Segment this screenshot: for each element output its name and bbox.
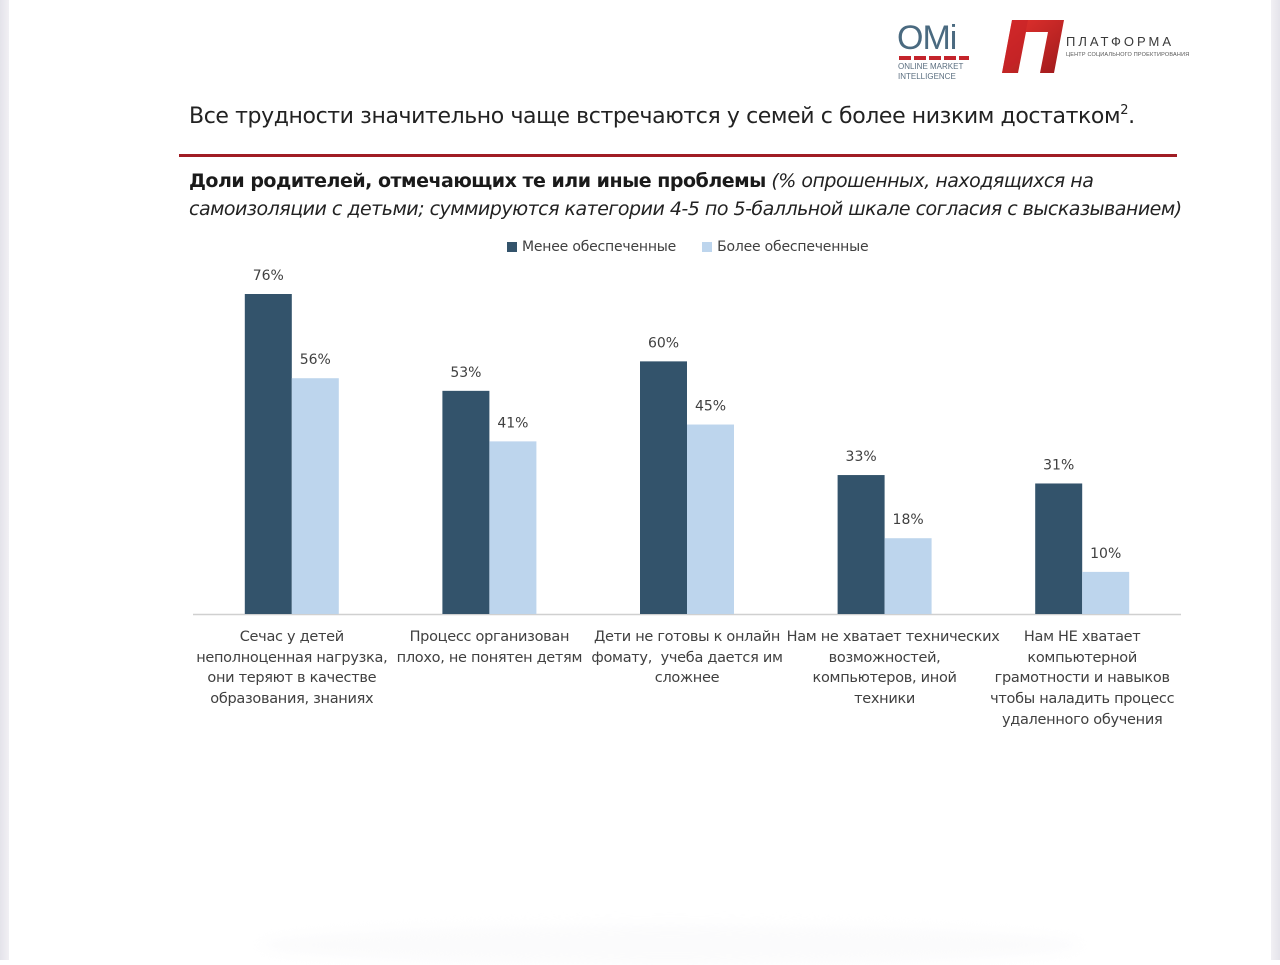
data-label: 56% — [300, 352, 331, 368]
category-label-line: грамотности и навыков — [994, 670, 1170, 687]
page-shadow — [260, 925, 1080, 965]
platforma-mark-icon — [1002, 20, 1064, 73]
data-label: 53% — [450, 365, 481, 381]
headline-text: Все трудности значительно чаще встречают… — [189, 104, 1121, 129]
data-label: 10% — [1090, 546, 1121, 562]
category-label: Сечас у детей неполноценная нагрузка, они … — [194, 627, 390, 710]
page-headline: Все трудности значительно чаще встречают… — [189, 103, 1135, 129]
data-label: 76% — [253, 268, 284, 284]
platforma-logo-tagline: ЦЕНТР СОЦИАЛЬНОГО ПРОЕКТИРОВАНИЯ — [1066, 52, 1190, 58]
bar-more-affluent-1 — [291, 378, 339, 614]
bar-less-affluent-4 — [837, 475, 885, 614]
legend-swatch-light — [702, 242, 713, 252]
category-label: Дети не готовы к онлайн фомату, учеба дае… — [589, 627, 785, 689]
headline-period: . — [1128, 104, 1135, 129]
omi-logo-dashes — [899, 56, 969, 60]
legend-label: Менее обеспеченные — [522, 239, 677, 255]
platforma-logo: ПЛАТФОРМА ЦЕНТР СОЦИАЛЬНОГО ПРОЕКТИРОВАН… — [998, 20, 1190, 76]
chart-note: (% опрошенных, находящихся на самоизоляц… — [189, 170, 1182, 220]
legend-label: Более обеспеченные — [717, 239, 869, 255]
category-label: Нам НЕ хватает компьютерной грамотности и … — [984, 627, 1180, 731]
category-label-line: Нам НЕ хватает — [1023, 629, 1141, 645]
category-label-line: компьютеров, иной — [812, 670, 957, 687]
category-label-line: образования, знаниях — [210, 691, 374, 708]
bar-less-affluent-3 — [640, 361, 687, 614]
category-label-line: Дети не готовы к онлайн — [593, 629, 781, 645]
category-label-line: фомату, учеба дается им — [591, 649, 783, 666]
bar-less-affluent-1 — [244, 294, 292, 614]
header-divider — [179, 154, 1177, 157]
data-label: 60% — [648, 335, 679, 351]
bar-less-affluent-2 — [442, 390, 490, 614]
window-frame-right — [1271, 0, 1280, 960]
legend-item-less-affluent: Менее обеспеченные — [507, 239, 676, 255]
window-frame-left — [0, 0, 9, 960]
category-label-line: Сечас у детей — [239, 629, 344, 645]
legend-item-more-affluent: Более обеспеченные — [702, 239, 869, 255]
chart-legend: Менее обеспеченные Более обеспеченные — [507, 239, 869, 255]
category-label-line: удаленного обучения — [1001, 711, 1163, 728]
bar-less-affluent-5 — [1035, 483, 1083, 614]
bar-more-affluent-2 — [489, 441, 537, 614]
data-label: 31% — [1043, 457, 1074, 473]
category-label-line: Процесс организован — [409, 629, 570, 645]
omi-logo-line1: ONLINE MARKET — [898, 62, 964, 71]
category-label-line: Нам не хватает технических — [786, 629, 1000, 645]
category-label-line: возможностей, — [828, 649, 941, 666]
category-label-line: неполноценная нагрузка, — [196, 649, 388, 666]
chart-subtitle: Доли родителей, отмечающих те или иные п… — [189, 167, 1189, 223]
category-label-line: техники — [854, 691, 916, 708]
bar-more-affluent-5 — [1082, 571, 1130, 614]
data-label: 45% — [695, 399, 726, 415]
omi-logo-subtitle: ONLINE MARKET INTELLIGENCE — [898, 62, 963, 82]
bar-more-affluent-4 — [884, 538, 932, 614]
chart-title: Доли родителей, отмечающих те или иные п… — [189, 170, 766, 192]
data-label: 33% — [846, 449, 877, 465]
category-label-line: плохо, не понятен детям — [396, 649, 583, 666]
omi-logo-letters: OMi — [897, 19, 957, 57]
data-label: 18% — [893, 512, 924, 528]
platforma-logo-name: ПЛАТФОРМА — [1066, 34, 1175, 49]
category-label-line: сложнее — [654, 670, 720, 687]
category-label-line: чтобы наладить процесс — [990, 691, 1175, 708]
headline-footnote-ref: 2 — [1120, 103, 1129, 118]
category-label-line: компьютерной — [1027, 649, 1137, 666]
data-label: 41% — [497, 415, 528, 431]
category-label: Процесс организован плохо, не понятен дет… — [391, 627, 587, 668]
category-label: Нам не хватает технических возможностей, к… — [786, 627, 1000, 710]
bar-more-affluent-3 — [687, 424, 734, 614]
category-label-line: они теряют в качестве — [207, 670, 377, 687]
omi-logo: OMi ONLINE MARKET INTELLIGENCE — [895, 20, 975, 82]
omi-logo-line2: INTELLIGENCE — [898, 72, 956, 81]
legend-swatch-dark — [507, 242, 517, 252]
